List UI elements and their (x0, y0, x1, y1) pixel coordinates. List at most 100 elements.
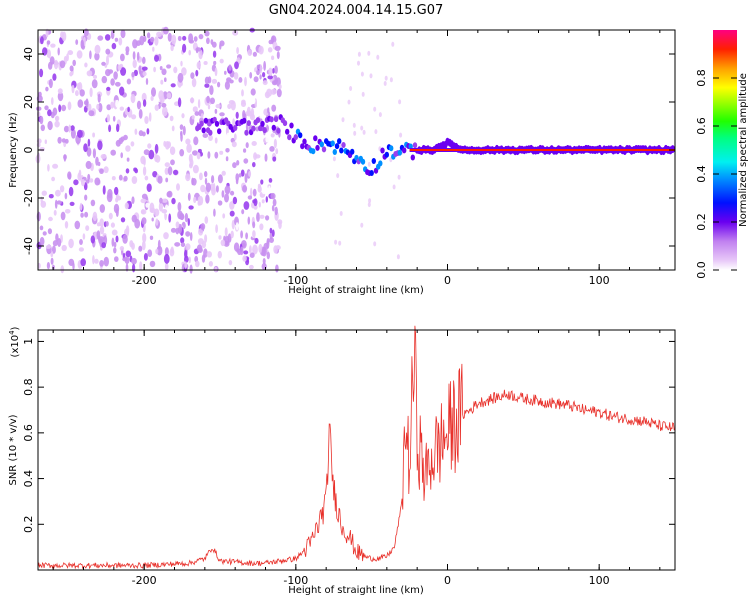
noise-blob (70, 129, 76, 139)
noise-blob (174, 242, 181, 247)
ridge-blob (201, 127, 206, 134)
spectrogram-ridge (195, 114, 675, 177)
ridge-blob (293, 134, 298, 141)
noise-blob (99, 168, 104, 174)
noise-blob (213, 208, 216, 217)
noise-blob (64, 209, 71, 214)
noise-blob (231, 141, 237, 148)
noise-blob (132, 39, 138, 49)
noise-blob (117, 64, 122, 71)
noise-blob (336, 173, 340, 179)
noise-blob (181, 113, 185, 119)
noise-blob (200, 113, 204, 119)
noise-blob (204, 171, 208, 178)
noise-blob (125, 51, 129, 56)
noise-blob (45, 28, 49, 38)
noise-blob (52, 240, 58, 247)
noise-blob (115, 99, 120, 108)
noise-blob (167, 166, 173, 176)
noise-blob (249, 252, 255, 258)
noise-blob (204, 30, 210, 37)
noise-blob (227, 103, 232, 110)
noise-blob (51, 245, 56, 254)
y-tick-label: 0 (22, 147, 35, 154)
noise-blob (108, 212, 113, 220)
noise-blob (209, 85, 214, 96)
noise-blob (79, 202, 83, 211)
noise-blob (373, 106, 377, 112)
x-tick-label: 0 (444, 574, 451, 587)
noise-blob (242, 110, 246, 119)
noise-blob (93, 74, 97, 79)
noise-blob (179, 124, 184, 130)
ridge-blob (384, 151, 389, 158)
noise-blob (85, 160, 92, 170)
noise-blob (229, 79, 234, 84)
noise-blob (187, 218, 190, 226)
noise-blob (182, 35, 187, 41)
noise-blob (115, 235, 119, 243)
noise-blob (92, 255, 95, 265)
noise-blob (89, 178, 94, 183)
noise-blob (99, 218, 104, 228)
y-tick-label: -40 (22, 237, 35, 255)
noise-blob (108, 124, 112, 133)
noise-blob (86, 147, 92, 157)
noise-blob (154, 36, 159, 46)
noise-blob (169, 146, 176, 155)
y-tick-label: 0.4 (22, 470, 35, 488)
noise-blob (130, 141, 135, 147)
noise-blob (142, 233, 147, 243)
noise-blob (128, 37, 133, 44)
noise-blob (369, 73, 373, 79)
noise-blob (208, 261, 213, 267)
noise-blob (110, 101, 115, 109)
noise-blob (189, 264, 193, 274)
noise-blob (152, 190, 156, 201)
noise-blob (54, 199, 58, 209)
noise-blob (141, 240, 146, 251)
noise-blob (82, 233, 86, 240)
noise-blob (204, 177, 208, 185)
noise-blob (175, 221, 180, 229)
noise-blob (119, 246, 125, 251)
noise-blob (141, 92, 147, 102)
noise-blob (224, 70, 227, 75)
noise-blob (48, 78, 53, 89)
x-tick-label: 100 (589, 274, 610, 287)
ridge-blob (337, 138, 342, 145)
noise-blob (81, 179, 85, 187)
noise-blob (334, 239, 338, 245)
noise-blob (146, 183, 152, 192)
noise-blob (180, 60, 183, 67)
x-tick-label: -200 (132, 274, 157, 287)
noise-blob (243, 201, 250, 210)
noise-blob (160, 79, 164, 85)
noise-blob (149, 235, 154, 240)
noise-blob (187, 192, 191, 201)
noise-blob (362, 129, 366, 135)
noise-blob (177, 202, 182, 212)
noise-blob (154, 54, 159, 62)
noise-blob (47, 164, 50, 172)
noise-blob (189, 97, 195, 104)
noise-blob (144, 175, 149, 181)
y-tick-label: 40 (22, 47, 35, 61)
noise-blob (219, 112, 225, 117)
noise-blob (258, 201, 261, 208)
noise-blob (196, 152, 201, 160)
noise-blob (106, 55, 109, 66)
strong-line-core (409, 149, 675, 151)
noise-blob (215, 104, 221, 109)
noise-blob (140, 198, 146, 204)
ridge-blob (321, 146, 327, 153)
ridge-blob (287, 134, 292, 141)
noise-blob (384, 75, 388, 81)
noise-blob (206, 251, 212, 258)
noise-blob (86, 70, 93, 77)
noise-blob (79, 239, 83, 245)
noise-blob (258, 45, 264, 55)
noise-blob (120, 53, 125, 62)
ridge-blob (258, 125, 263, 132)
noise-blob (271, 205, 275, 212)
